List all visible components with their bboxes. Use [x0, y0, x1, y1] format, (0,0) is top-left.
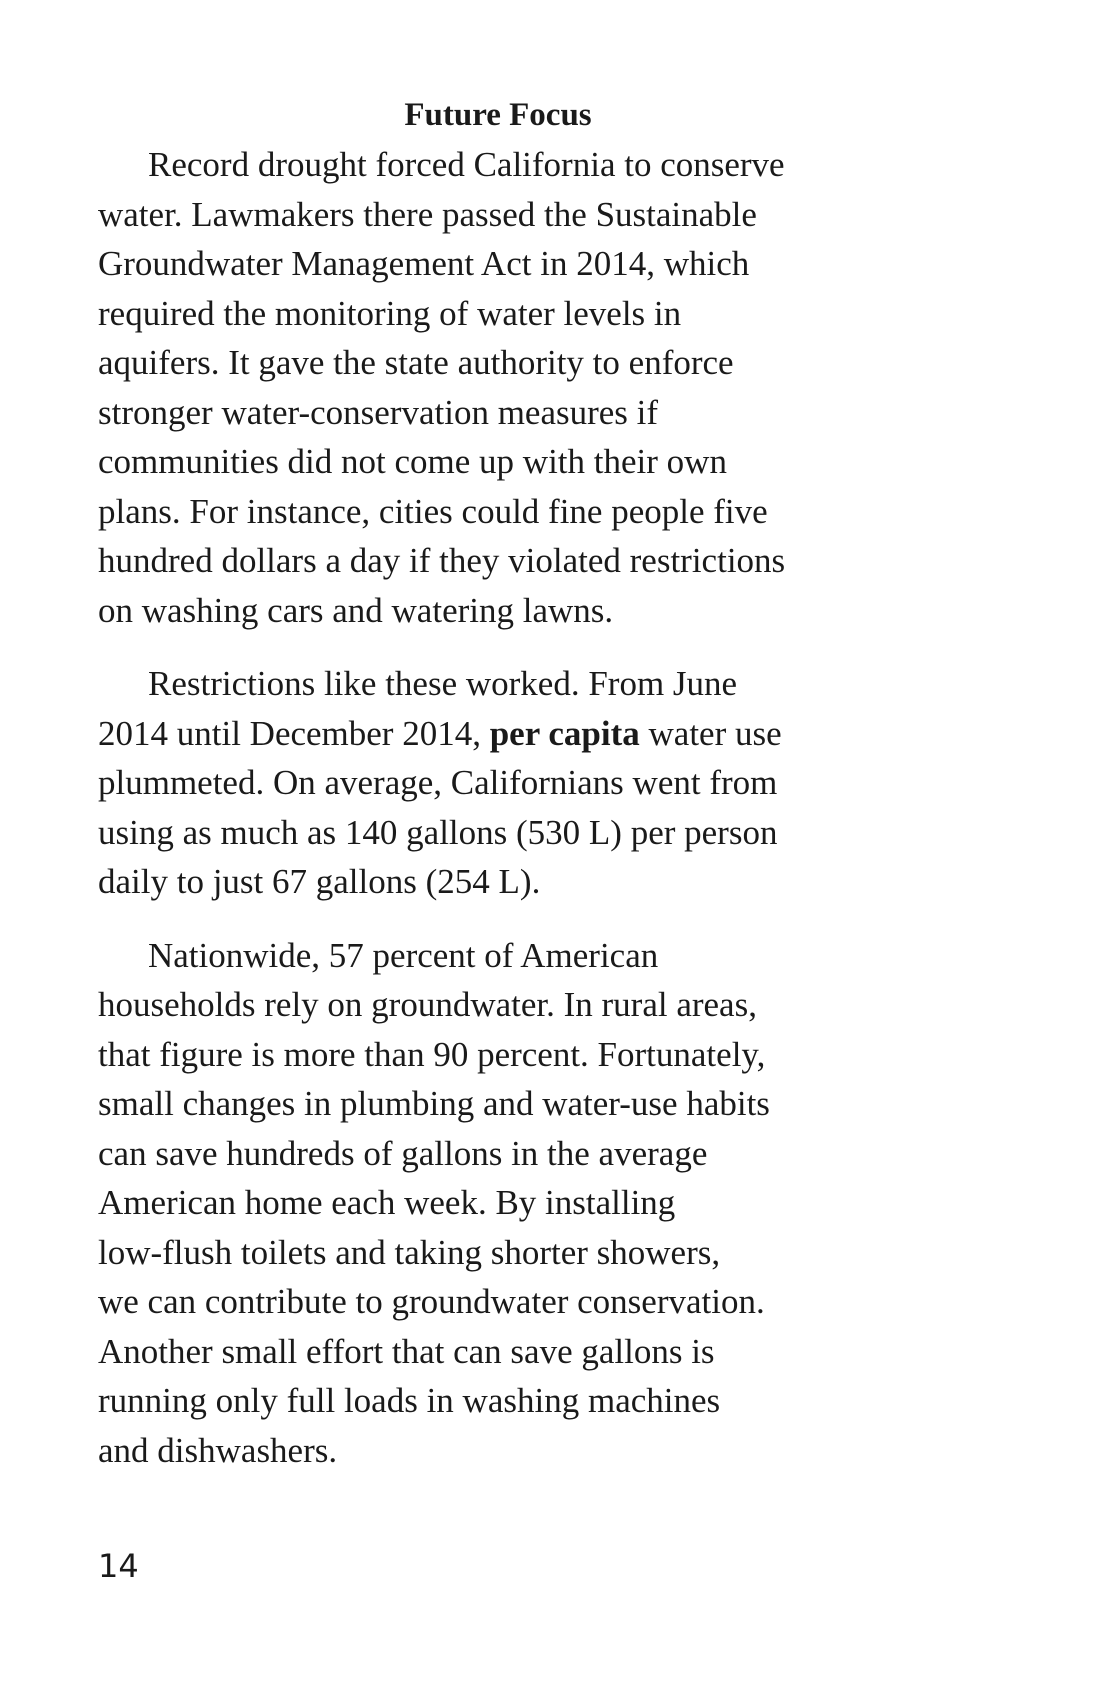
- paragraph-2: Restrictions like these worked. From Jun…: [98, 659, 898, 907]
- paragraph-3-line: Another small effort that can save gallo…: [98, 1331, 715, 1371]
- paragraph-2-line: Restrictions like these worked. From Jun…: [98, 659, 898, 709]
- bold-term: per capita: [489, 713, 640, 753]
- text-line: Record drought forced California to cons…: [148, 145, 785, 184]
- paragraph-1-line: Record drought forced California to cons…: [98, 140, 898, 190]
- paragraph-3-line: households rely on groundwater. In rural…: [98, 985, 757, 1024]
- paragraph-2-line: daily to just 67 gallons (254 L).: [98, 862, 541, 901]
- paragraph-3-line: American home each week. By installing: [98, 1183, 676, 1222]
- section-heading: Future Focus: [404, 97, 592, 133]
- paragraph-3-line: Nationwide, 57 percent of American: [98, 931, 898, 981]
- paragraph-3-line: and dishwashers.: [98, 1430, 338, 1470]
- paragraph-3-line: we can contribute to groundwater conserv…: [98, 1282, 765, 1321]
- paragraph-1-line: hundred dollars a day if they violated r…: [98, 541, 786, 580]
- text-segment: 2014 until December 2014,: [98, 713, 490, 753]
- paragraph-3-line: small changes in plumbing and water-use …: [98, 1084, 770, 1123]
- text-line: Restrictions like these worked. From Jun…: [148, 664, 738, 703]
- page-number: 14: [98, 1547, 139, 1585]
- page-content: Future Focus Record drought forced Calif…: [98, 90, 898, 1499]
- paragraph-3: Nationwide, 57 percent of American house…: [98, 931, 898, 1476]
- paragraph-3-line: that figure is more than 90 percent. For…: [98, 1034, 766, 1074]
- paragraph-1-line: water. Lawmakers there passed the Sustai…: [98, 194, 757, 234]
- paragraph-1: Record drought forced California to cons…: [98, 140, 898, 635]
- paragraph-1-line: plans. For instance, cities could fine p…: [98, 491, 768, 531]
- paragraph-1-line: aquifers. It gave the state authority to…: [98, 343, 734, 382]
- paragraph-2-line: plummeted. On average, Californians went…: [98, 763, 778, 802]
- paragraph-1-line: on washing cars and watering lawns.: [98, 590, 614, 630]
- paragraph-1-line: Groundwater Management Act in 2014, whic…: [98, 244, 750, 283]
- paragraph-2-line: 2014 until December 2014, per capita wat…: [98, 709, 898, 759]
- text-segment: water use: [639, 713, 782, 753]
- text-line: Nationwide, 57 percent of American: [148, 935, 659, 975]
- paragraph-1-line: communities did not come up with their o…: [98, 442, 727, 481]
- paragraph-1-line: stronger water-conservation measures if: [98, 392, 659, 432]
- paragraph-3-line: low-flush toilets and taking shorter sho…: [98, 1232, 721, 1272]
- paragraph-3-line: running only full loads in washing machi…: [98, 1381, 721, 1420]
- paragraph-1-line: required the monitoring of water levels …: [98, 293, 682, 333]
- paragraph-3-line: can save hundreds of gallons in the aver…: [98, 1133, 708, 1173]
- paragraph-2-line: using as much as 140 gallons (530 L) per…: [98, 812, 778, 852]
